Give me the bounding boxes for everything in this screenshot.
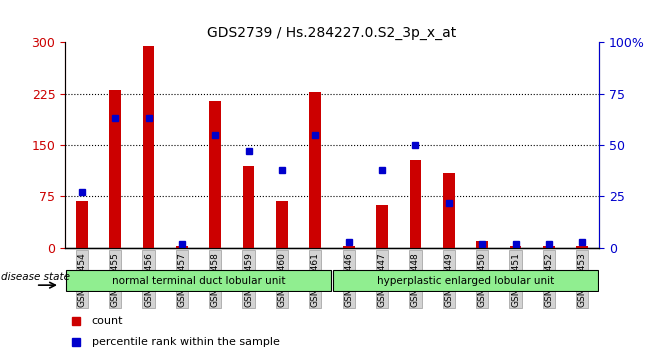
Bar [176,246,187,248]
Text: hyperplastic enlarged lobular unit: hyperplastic enlarged lobular unit [377,275,554,286]
Text: GSM177457: GSM177457 [177,252,186,307]
Text: GSM177452: GSM177452 [544,252,553,307]
Bar [243,166,255,248]
Text: GSM177455: GSM177455 [111,252,120,307]
Bar [443,172,454,248]
Bar [76,201,88,248]
Text: GSM177448: GSM177448 [411,252,420,307]
Text: GSM177459: GSM177459 [244,252,253,307]
Text: count: count [92,316,123,326]
FancyBboxPatch shape [66,270,331,291]
Bar [143,46,154,248]
Text: GSM177450: GSM177450 [478,252,487,307]
Bar [543,246,555,248]
Text: GSM177447: GSM177447 [378,252,387,307]
Text: GSM177453: GSM177453 [577,252,587,307]
Text: GSM177460: GSM177460 [277,252,286,307]
Bar [343,246,355,248]
Text: normal terminal duct lobular unit: normal terminal duct lobular unit [112,275,285,286]
Bar [409,160,421,248]
Text: disease state: disease state [1,272,70,282]
Bar [376,205,388,248]
Text: GSM177456: GSM177456 [144,252,153,307]
Bar [109,90,121,248]
Text: GSM177446: GSM177446 [344,252,353,307]
FancyBboxPatch shape [333,270,598,291]
Title: GDS2739 / Hs.284227.0.S2_3p_x_at: GDS2739 / Hs.284227.0.S2_3p_x_at [208,26,456,40]
Text: percentile rank within the sample: percentile rank within the sample [92,337,280,347]
Bar [477,241,488,248]
Text: GSM177454: GSM177454 [77,252,87,307]
Text: GSM177449: GSM177449 [444,252,453,307]
Bar [210,101,221,248]
Bar [576,246,588,248]
Text: GSM177451: GSM177451 [511,252,520,307]
Text: GSM177461: GSM177461 [311,252,320,307]
Bar [510,246,521,248]
Text: GSM177458: GSM177458 [211,252,220,307]
Bar [276,201,288,248]
Bar [309,92,321,248]
